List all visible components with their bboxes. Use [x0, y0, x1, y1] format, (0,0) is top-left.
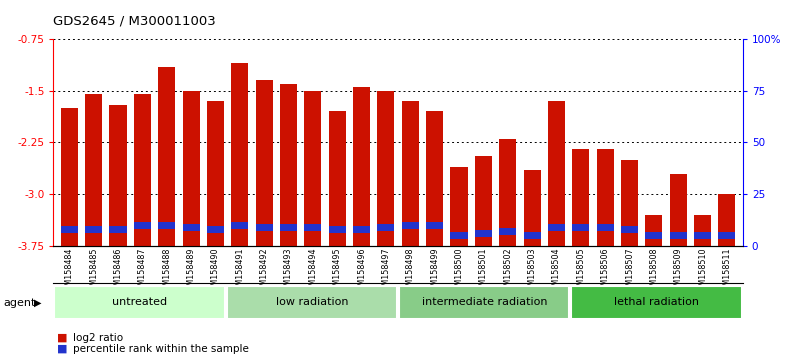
Text: GSM158495: GSM158495: [332, 247, 342, 296]
Bar: [353, 87, 370, 246]
Text: GSM158493: GSM158493: [284, 247, 293, 296]
Text: GSM158490: GSM158490: [211, 247, 220, 296]
Bar: [499, 228, 516, 235]
Text: GSM158511: GSM158511: [722, 247, 732, 296]
Text: GSM158501: GSM158501: [479, 247, 488, 296]
Bar: [402, 222, 419, 229]
Text: lethal radiation: lethal radiation: [614, 297, 699, 307]
Bar: [597, 224, 614, 231]
Bar: [718, 232, 736, 239]
Text: GSM158487: GSM158487: [138, 247, 147, 296]
Bar: [645, 232, 663, 239]
Bar: [255, 224, 273, 231]
Text: GDS2645 / M300011003: GDS2645 / M300011003: [53, 14, 216, 27]
Text: GSM158494: GSM158494: [308, 247, 318, 296]
Bar: [499, 139, 516, 246]
Text: ■: ■: [57, 344, 68, 354]
Bar: [182, 224, 200, 231]
Bar: [621, 160, 638, 246]
Bar: [85, 226, 102, 233]
Text: GSM158502: GSM158502: [503, 247, 512, 296]
Bar: [377, 91, 395, 246]
Bar: [134, 94, 151, 246]
Text: GSM158503: GSM158503: [527, 247, 537, 296]
Bar: [548, 101, 565, 246]
Bar: [621, 226, 638, 233]
Bar: [475, 156, 492, 246]
Text: percentile rank within the sample: percentile rank within the sample: [73, 344, 249, 354]
Bar: [280, 84, 297, 246]
Text: low radiation: low radiation: [276, 297, 348, 307]
Bar: [158, 67, 175, 246]
Bar: [694, 232, 711, 239]
Bar: [85, 94, 102, 246]
Text: GSM158484: GSM158484: [64, 247, 74, 296]
Bar: [450, 232, 468, 239]
Bar: [304, 91, 321, 246]
Text: GSM158504: GSM158504: [552, 247, 561, 296]
Bar: [109, 104, 127, 246]
Bar: [571, 286, 742, 319]
Bar: [304, 224, 321, 231]
Bar: [475, 230, 492, 237]
Bar: [134, 222, 151, 229]
Bar: [572, 224, 590, 231]
Bar: [280, 224, 297, 231]
Text: ▶: ▶: [34, 298, 42, 308]
Bar: [645, 215, 663, 246]
Text: GSM158510: GSM158510: [698, 247, 707, 296]
Bar: [109, 226, 127, 233]
Text: GSM158506: GSM158506: [601, 247, 610, 296]
Bar: [207, 101, 224, 246]
Text: GSM158489: GSM158489: [186, 247, 196, 296]
Bar: [523, 232, 541, 239]
Bar: [426, 112, 443, 246]
Bar: [207, 226, 224, 233]
Text: GSM158491: GSM158491: [235, 247, 244, 296]
Bar: [670, 232, 687, 239]
Bar: [231, 222, 248, 229]
Text: GSM158508: GSM158508: [649, 247, 659, 296]
Text: log2 ratio: log2 ratio: [73, 333, 123, 343]
Bar: [255, 80, 273, 246]
Bar: [227, 286, 397, 319]
Bar: [523, 170, 541, 246]
Bar: [718, 194, 736, 246]
Bar: [402, 101, 419, 246]
Bar: [61, 226, 78, 233]
Text: GSM158509: GSM158509: [674, 247, 683, 296]
Text: GSM158497: GSM158497: [381, 247, 391, 296]
Text: GSM158499: GSM158499: [430, 247, 439, 296]
Text: GSM158485: GSM158485: [89, 247, 98, 296]
Bar: [670, 173, 687, 246]
Bar: [182, 91, 200, 246]
Bar: [548, 224, 565, 231]
Bar: [377, 224, 395, 231]
Text: GSM158496: GSM158496: [357, 247, 366, 296]
Text: GSM158505: GSM158505: [576, 247, 586, 296]
Text: untreated: untreated: [112, 297, 167, 307]
Text: GSM158486: GSM158486: [113, 247, 123, 296]
Bar: [329, 112, 346, 246]
Text: GSM158498: GSM158498: [406, 247, 415, 296]
Text: GSM158492: GSM158492: [259, 247, 269, 296]
Text: GSM158500: GSM158500: [454, 247, 464, 296]
Text: ■: ■: [57, 333, 68, 343]
Bar: [54, 286, 225, 319]
Bar: [329, 226, 346, 233]
Bar: [450, 167, 468, 246]
Text: GSM158507: GSM158507: [625, 247, 634, 296]
Bar: [399, 286, 569, 319]
Bar: [353, 226, 370, 233]
Bar: [158, 222, 175, 229]
Bar: [61, 108, 78, 246]
Bar: [597, 149, 614, 246]
Text: agent: agent: [3, 298, 35, 308]
Bar: [694, 215, 711, 246]
Bar: [426, 222, 443, 229]
Text: GSM158488: GSM158488: [162, 247, 171, 296]
Bar: [231, 63, 248, 246]
Text: intermediate radiation: intermediate radiation: [421, 297, 547, 307]
Bar: [572, 149, 590, 246]
